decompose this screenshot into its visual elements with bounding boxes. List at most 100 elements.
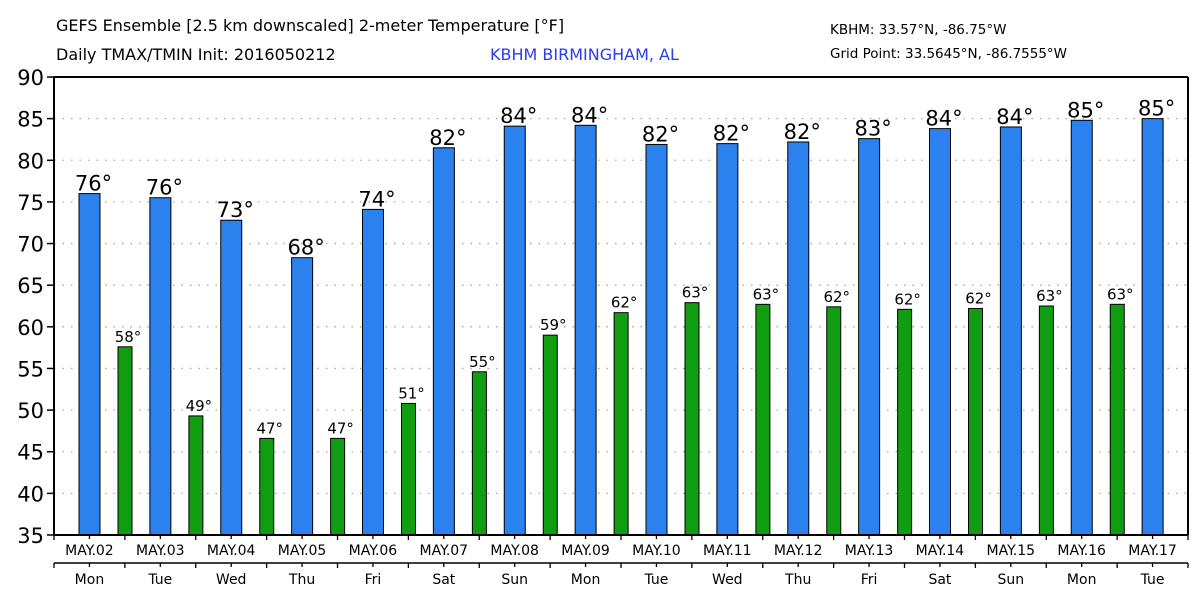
weekday-label: Mon [571,572,601,588]
tmin-label: 63° [1036,287,1063,305]
tmax-label: 76° [75,172,112,196]
y-tick-label: 40 [17,482,44,506]
tmax-label: 84° [925,107,962,131]
tmax-label: 85° [1067,98,1104,122]
tmin-label: 63° [753,285,780,303]
tmin-bar [330,437,346,536]
tmin-label: 47° [327,419,354,437]
tmax-label: 82° [784,120,821,144]
x-tick-label: MAY.10 [632,543,681,559]
station-coordinates: KBHM: 33.57°N, -86.75°W [830,22,1007,38]
tmax-bar [716,143,739,536]
tmax-label: 73° [217,198,254,222]
tmax-bar [432,147,455,536]
tmax-bar [645,143,668,536]
tmin-label: 62° [965,289,992,307]
weekday-label: Mon [1067,572,1097,588]
x-tick-label: MAY.03 [136,543,185,559]
y-tick-label: 60 [17,316,44,340]
tmax-label: 74° [358,187,395,211]
weekday-label: Thu [784,572,811,588]
tmax-bar [999,126,1022,536]
weekday-label: Sat [432,572,455,588]
tmin-label: 62° [611,294,638,312]
tmax-bar [220,219,243,536]
chart-subtitle: Daily TMAX/TMIN Init: 2016050212 [56,45,336,64]
axes: 35 40 45 50 55 60 65 70 75 80 85 90 MAY.02 Mon MAY.03 T… [17,66,1189,588]
tmax-label: 85° [1138,97,1175,121]
x-tick-label: MAY.15 [987,543,1036,559]
tmin-label: 59° [540,316,567,334]
tmin-bar [755,303,771,536]
x-tick-label: MAY.12 [774,543,823,559]
tmin-bar [117,346,133,536]
x-tick-label: MAY.08 [490,543,539,559]
x-tick-label: MAY.11 [703,543,752,559]
tmin-bar [613,312,629,536]
weekday-label: Fri [861,572,878,588]
tmin-label: 62° [823,288,850,306]
weekday-label: Sat [928,572,951,588]
tmin-bar [471,371,487,536]
tmax-bar [1070,119,1093,536]
weekday-label: Tue [1140,572,1165,588]
weekday-label: Wed [712,572,743,588]
tmax-label: 84° [500,104,537,128]
tmax-bar [929,128,951,536]
weekday-label: Thu [288,572,315,588]
x-tick-label: MAY.17 [1128,543,1177,559]
y-tick-label: 35 [17,524,44,548]
tmin-label: 63° [682,284,709,302]
tmax-bar [1141,118,1164,536]
weekday-label: Tue [643,572,668,588]
tmin-bar [968,307,983,536]
weekday-label: Fri [365,572,382,588]
weekday-label: Wed [216,572,247,588]
y-tick-label: 85 [17,108,44,132]
weekday-label: Sun [997,572,1024,588]
tmin-label: 49° [186,397,213,415]
grid-point-coordinates: Grid Point: 33.5645°N, -86.7555°W [830,46,1068,62]
weekday-label: Sun [501,572,528,588]
tmin-bar [259,437,275,536]
tmax-bar [503,125,526,536]
x-tick-label: MAY.16 [1057,543,1106,559]
x-tick-label: MAY.02 [65,543,114,559]
tmin-bar [826,306,842,536]
bar-labels: 76° 76° 73° 68° 74° 82° 84° 84° 82° 82° 82° 83° 84° 8… [75,97,1175,438]
weekday-label: Mon [75,572,105,588]
tmax-label: 82° [642,122,679,146]
y-tick-label: 65 [17,274,44,298]
tmin-label: 51° [398,384,425,402]
tmax-label: 84° [996,105,1033,129]
station-label: KBHM BIRMINGHAM, AL [490,45,679,64]
x-tick-label: MAY.13 [845,543,894,559]
tmin-bar [542,334,558,536]
tmin-bar [1038,305,1054,536]
tmax-bar [149,197,172,536]
x-tick-label: MAY.04 [207,543,256,559]
tmin-bar [1109,303,1125,536]
x-tick-label: MAY.05 [278,543,327,559]
tmin-label: 47° [256,419,283,437]
tmax-label: 84° [571,103,608,127]
y-tick-label: 45 [17,441,44,465]
tmin-bar [188,415,204,536]
tmax-label: 76° [146,176,183,200]
x-tick-label: MAY.06 [349,543,398,559]
tmax-label: 68° [288,236,325,260]
tmin-label: 55° [469,353,496,371]
x-tick-label: MAY.07 [420,543,469,559]
y-tick-label: 80 [17,149,44,173]
bars [78,118,1164,536]
x-tick-label: MAY.09 [561,543,610,559]
tmin-bar [401,402,416,536]
tmax-label: 83° [855,117,892,141]
tmax-bar [291,257,314,536]
y-tick-label: 70 [17,233,44,257]
y-tick-label: 90 [17,66,44,90]
x-tick-label: MAY.14 [916,543,965,559]
tmax-label: 82° [713,122,750,146]
tmax-bar [574,124,597,536]
